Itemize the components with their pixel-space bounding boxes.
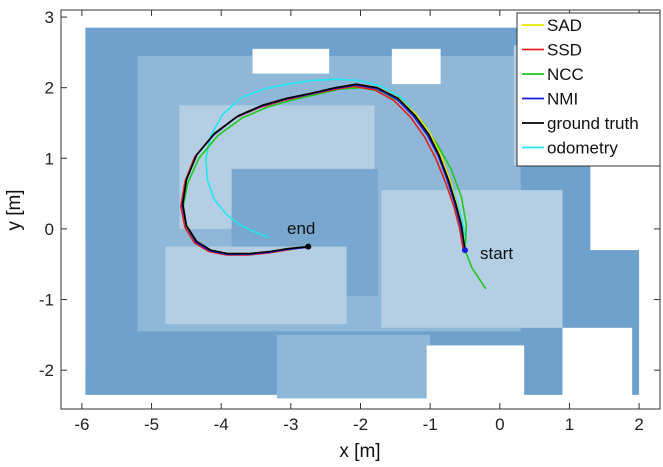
map-unknown-area-3 (562, 327, 633, 399)
x-tick-label: -3 (283, 415, 298, 434)
y-tick-label: -2 (39, 361, 54, 380)
map-corridor-bottom (165, 246, 347, 325)
legend-label: SAD (547, 16, 582, 35)
legend: SAD SSD NCC NMI ground truth odometry (516, 12, 661, 167)
trajectory-series (180, 78, 487, 290)
map-unknown-area-0 (252, 48, 330, 74)
x-tick-label: 1 (565, 415, 574, 434)
x-tick-label: 0 (495, 415, 504, 434)
y-tick-label: 0 (45, 220, 54, 239)
y-axis-label: y [m] (4, 189, 25, 230)
series-ground-truth-line (182, 83, 466, 255)
x-tick-label: -4 (214, 415, 229, 434)
y-tick-label: 1 (45, 149, 54, 168)
start-marker (461, 247, 468, 254)
legend-label: SSD (547, 41, 582, 60)
map-unknown-area-2 (426, 345, 525, 402)
map-unknown-area-4 (61, 243, 86, 371)
axes: -6 -5 -4 -3 -2 -1 0 1 2 -2 -1 0 1 2 3 (39, 8, 660, 434)
x-tick-label: 2 (634, 415, 643, 434)
map-room-region (381, 190, 563, 328)
y-tick-label: 3 (45, 8, 54, 27)
annotation-start: start (480, 244, 513, 263)
y-tick-label: -1 (39, 291, 54, 310)
map-lower-area (276, 334, 431, 399)
map-unknown-area-5 (590, 165, 660, 251)
annotation-end: end (287, 219, 315, 238)
legend-label: NMI (547, 90, 578, 109)
map-unknown-area-1 (391, 48, 441, 85)
x-tick-label: -1 (423, 415, 438, 434)
y-tick-label: 2 (45, 79, 54, 98)
x-tick-label: -5 (144, 415, 159, 434)
x-tick-label: -6 (74, 415, 89, 434)
x-tick-label: -2 (353, 415, 368, 434)
legend-box (516, 12, 661, 167)
x-axis-label: x [m] (339, 441, 380, 462)
legend-label: NCC (547, 65, 584, 84)
legend-label: ground truth (547, 114, 639, 133)
legend-label: odometry (547, 139, 618, 158)
end-marker (305, 243, 312, 250)
